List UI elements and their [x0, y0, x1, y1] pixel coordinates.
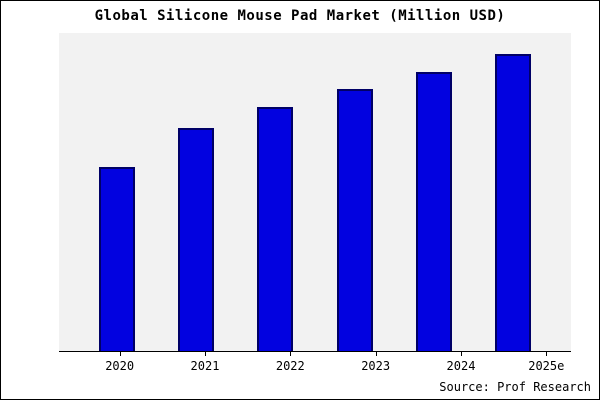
- x-tick-label-2021: 2021: [162, 352, 247, 373]
- bar-slot: [474, 33, 553, 351]
- bar-slot: [315, 33, 394, 351]
- x-tick-mark: [375, 352, 377, 356]
- x-tick-text: 2022: [275, 359, 305, 373]
- bar-2023: [336, 89, 373, 351]
- x-tick-label-2022: 2022: [248, 352, 333, 373]
- x-tick-label-2023: 2023: [333, 352, 418, 373]
- x-tick-text: 2024: [446, 359, 476, 373]
- x-tick-text: 2023: [361, 359, 391, 373]
- x-tick-mark: [460, 352, 462, 356]
- bar-2022: [257, 107, 294, 351]
- bar-slot: [394, 33, 473, 351]
- bar-2025e: [495, 53, 532, 351]
- x-tick-label-2024: 2024: [418, 352, 503, 373]
- x-tick-label-2025e: 2025e: [504, 352, 589, 373]
- x-axis-labels: 2020 2021 2022 2023 2024 2025e: [59, 352, 599, 373]
- x-tick-mark: [119, 352, 121, 356]
- plot-area: [59, 33, 571, 352]
- x-tick-text: 2020: [105, 359, 135, 373]
- bar-2024: [415, 71, 452, 351]
- bar-slot: [236, 33, 315, 351]
- x-tick-text: 2021: [190, 359, 220, 373]
- bar-2020: [98, 166, 135, 351]
- x-tick-label-2020: 2020: [77, 352, 162, 373]
- source-note: Source: Prof Research: [439, 380, 591, 394]
- bar-slot: [77, 33, 156, 351]
- bar-slot: [156, 33, 235, 351]
- x-tick-mark: [204, 352, 206, 356]
- x-tick-mark: [546, 352, 548, 356]
- bar-group: [59, 33, 571, 351]
- x-tick-mark: [290, 352, 292, 356]
- bar-2021: [177, 128, 214, 351]
- x-tick-text: 2025e: [528, 359, 565, 373]
- chart-title: Global Silicone Mouse Pad Market (Millio…: [94, 8, 506, 24]
